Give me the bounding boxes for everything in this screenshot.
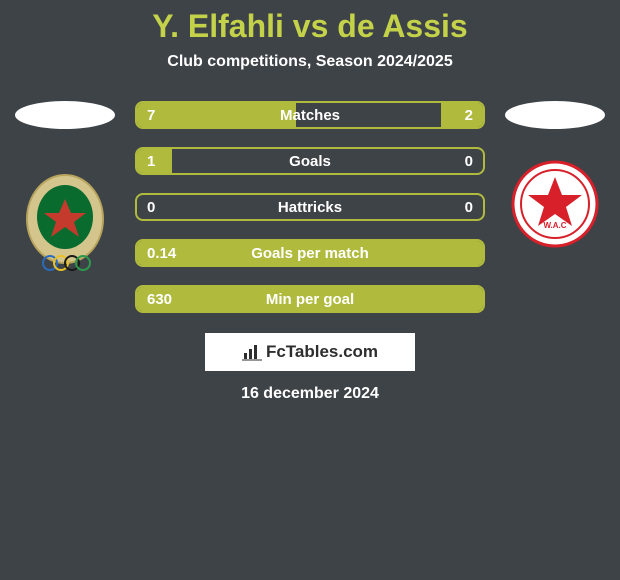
stat-value-left: 0.14 [147, 245, 176, 262]
watermark-box: FcTables.com [205, 333, 415, 371]
main-row: 7 Matches 2 1 Goals 0 0 Hattricks 0 0.14 Goals per… [0, 101, 620, 313]
stat-label: Matches [280, 107, 340, 124]
stat-fill-left [137, 103, 296, 127]
svg-text:W.A.C: W.A.C [543, 221, 566, 230]
left-player-placeholder [15, 101, 115, 129]
stat-bar: 0.14 Goals per match [135, 239, 485, 267]
stat-label: Goals per match [251, 245, 369, 262]
page-subtitle: Club competitions, Season 2024/2025 [0, 53, 620, 71]
stat-value-left: 630 [147, 291, 172, 308]
club-logo-right-icon: W.A.C [510, 149, 600, 259]
right-player-col: W.A.C [495, 101, 615, 259]
comparison-card: Y. Elfahli vs de Assis Club competitions… [0, 0, 620, 403]
stat-value-left: 7 [147, 107, 155, 124]
chart-bar-icon [242, 343, 262, 361]
left-player-col [5, 101, 125, 279]
stat-bar: 630 Min per goal [135, 285, 485, 313]
stat-value-right: 2 [465, 107, 473, 124]
stat-label: Hattricks [278, 199, 342, 216]
club-logo-left-icon [20, 169, 110, 279]
stat-label: Min per goal [266, 291, 354, 308]
watermark-label: FcTables.com [266, 342, 378, 362]
stat-bar: 1 Goals 0 [135, 147, 485, 175]
stats-column: 7 Matches 2 1 Goals 0 0 Hattricks 0 0.14 Goals per… [135, 101, 485, 313]
stat-label: Goals [289, 153, 331, 170]
stat-value-left: 1 [147, 153, 155, 170]
stat-bar: 0 Hattricks 0 [135, 193, 485, 221]
stat-value-right: 0 [465, 199, 473, 216]
stat-bar: 7 Matches 2 [135, 101, 485, 129]
page-title: Y. Elfahli vs de Assis [0, 8, 620, 45]
date-label: 16 december 2024 [0, 385, 620, 403]
stat-value-left: 0 [147, 199, 155, 216]
stat-fill-right [441, 103, 483, 127]
right-player-placeholder [505, 101, 605, 129]
stat-value-right: 0 [465, 153, 473, 170]
